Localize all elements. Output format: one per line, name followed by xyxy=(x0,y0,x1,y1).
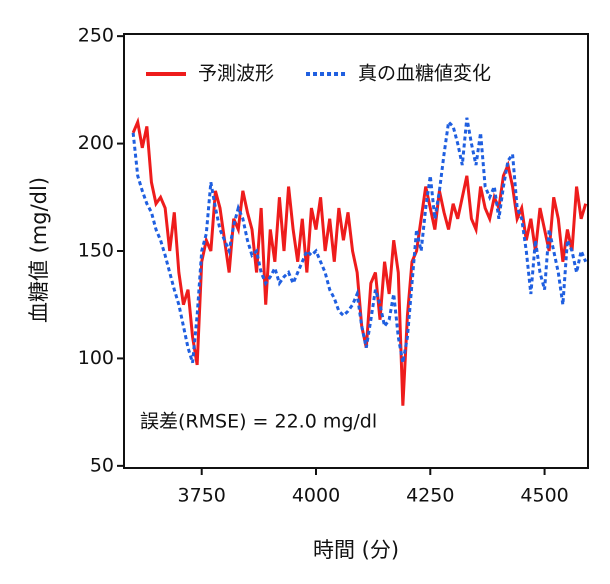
legend-label: 真の血糖値変化 xyxy=(358,63,491,85)
y-tick-label: 150 xyxy=(78,240,114,262)
x-tick-label: 4500 xyxy=(520,485,568,507)
x-tick-label: 3750 xyxy=(178,485,226,507)
y-tick-label: 250 xyxy=(78,25,114,47)
x-tick-label: 4250 xyxy=(406,485,454,507)
series-line xyxy=(131,117,588,364)
legend-label: 予測波形 xyxy=(198,63,274,85)
y-tick-label: 100 xyxy=(78,347,114,369)
x-tick-label: 4000 xyxy=(292,485,340,507)
y-tick-label: 50 xyxy=(90,454,114,476)
annotation: 誤差(RMSE) = 22.0 mg/dl xyxy=(140,411,377,433)
plot-frame xyxy=(123,33,589,469)
x-axis-label: 時間 (分) xyxy=(313,538,399,562)
y-axis-label: 血糖値 (mg/dl) xyxy=(27,177,51,323)
series-line xyxy=(131,116,588,406)
y-tick-label: 200 xyxy=(78,132,114,154)
